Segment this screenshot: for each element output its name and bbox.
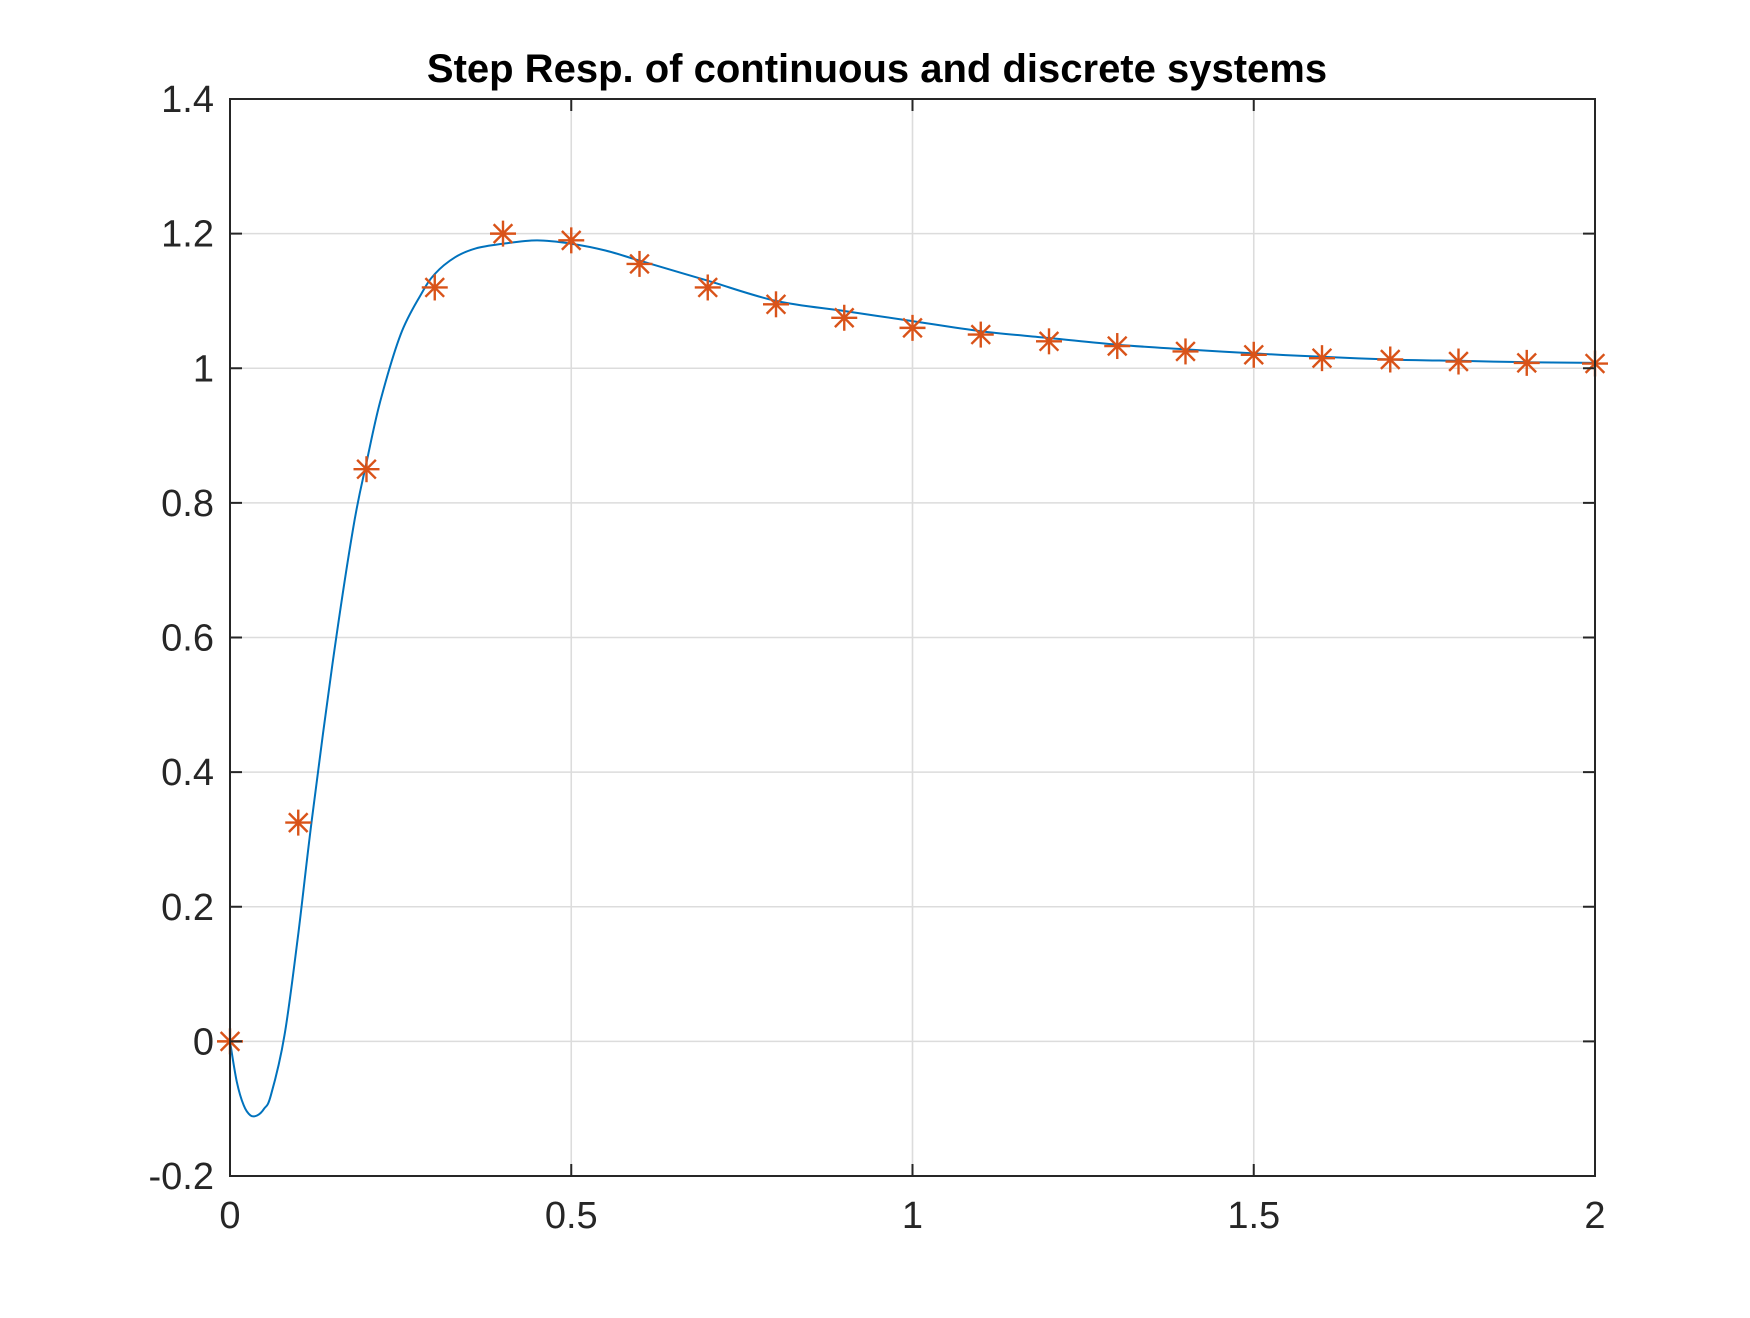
asterisk-stroke-d2 [902,317,923,339]
discrete-point-marker [899,314,926,341]
x-tick-label: 1 [902,1195,923,1237]
asterisk-stroke-d2 [492,223,514,244]
discrete-point-marker [1036,328,1062,355]
y-tick-label: 0 [193,1021,214,1063]
y-tick-label: 1.4 [161,79,214,121]
discrete-point-marker [1513,349,1540,376]
x-tick-label: 2 [1584,1195,1605,1237]
discrete-point-marker [694,274,721,301]
x-tick-label: 0 [219,1195,240,1237]
asterisk-stroke-d2 [1516,352,1537,374]
asterisk-stroke-d2 [765,294,787,315]
asterisk-stroke-d2 [288,812,309,833]
chart-title: Step Resp. of continuous and discrete sy… [427,47,1327,91]
x-tick-label: 0.5 [545,1195,598,1237]
grid-layer [230,99,1595,1176]
asterisk-stroke-d2 [356,459,377,480]
asterisk-stroke-d2 [561,230,582,251]
y-tick-label: 0.2 [161,887,214,929]
asterisk-stroke-d2 [697,277,718,298]
asterisk-stroke-d2 [1243,344,1264,365]
asterisk-stroke-d2 [1038,331,1060,352]
tick-layer [229,98,1596,1177]
y-tick-label: 0.4 [161,752,214,794]
discrete-point-marker [353,456,380,483]
discrete-point-marker [831,304,858,331]
discrete-point-marker [1309,345,1335,372]
asterisk-stroke-d2 [1175,341,1196,362]
discrete-point-marker [1377,346,1404,373]
asterisk-stroke-d2 [1107,335,1128,357]
asterisk-stroke-d2 [1448,351,1469,372]
asterisk-stroke-d2 [1311,347,1333,369]
discrete-point-marker [1172,338,1199,365]
discrete-point-marker [1240,341,1267,368]
discrete-point-marker [1445,348,1472,375]
y-tick-label: 1.2 [161,214,214,256]
asterisk-stroke-d2 [834,307,855,328]
y-tick-label: 1 [193,348,214,390]
discrete-point-marker [285,809,312,836]
y-tick-label: 0.8 [161,483,214,525]
x-tick-label: 1.5 [1227,1195,1280,1237]
asterisk-stroke-d2 [1380,349,1401,370]
discrete-point-marker [626,250,653,277]
asterisk-stroke-d2 [970,324,991,345]
discrete-point-marker [490,220,516,247]
discrete-point-marker [421,274,448,301]
series-layer [217,220,1608,1118]
label-layer: 0 0.5 1 1.5 2-0.200.20.40.60.811.21.4 [149,79,1606,1237]
y-tick-label: -0.2 [149,1156,214,1198]
y-tick-label: 0.6 [161,618,214,660]
discrete-point-marker [763,291,789,318]
discrete-response-markers [217,220,1608,1055]
asterisk-stroke-d2 [629,253,650,275]
discrete-point-marker [558,227,585,254]
discrete-point-marker [1104,333,1131,360]
discrete-point-marker [967,321,994,348]
asterisk-stroke-d2 [424,277,445,298]
